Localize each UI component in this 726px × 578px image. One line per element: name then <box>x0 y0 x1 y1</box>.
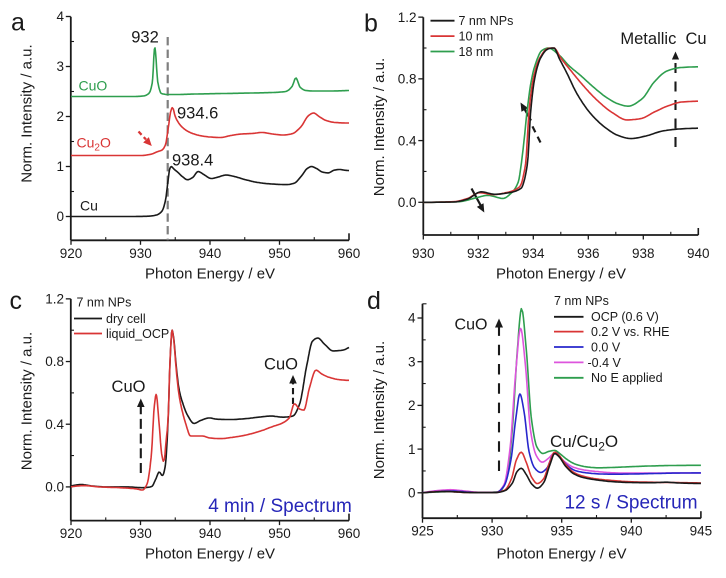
svg-text:938: 938 <box>632 246 655 261</box>
svg-text:Cu: Cu <box>80 198 98 214</box>
svg-text:0.4: 0.4 <box>45 417 64 432</box>
svg-text:4 min / Spectrum: 4 min / Spectrum <box>208 496 352 517</box>
svg-text:920: 920 <box>60 526 83 541</box>
svg-text:Photon Energy / eV: Photon Energy / eV <box>496 546 626 563</box>
svg-text:960: 960 <box>338 526 361 541</box>
svg-text:930: 930 <box>129 246 152 261</box>
svg-text:0.2 V vs. RHE: 0.2 V vs. RHE <box>591 325 670 339</box>
svg-text:932: 932 <box>131 29 159 47</box>
svg-text:Metallic Cu: Metallic Cu <box>620 30 706 48</box>
svg-text:-0.4 V: -0.4 V <box>588 356 622 370</box>
svg-text:940: 940 <box>620 524 643 539</box>
svg-text:0.0: 0.0 <box>398 195 417 210</box>
svg-text:dry cell: dry cell <box>106 312 146 326</box>
svg-text:940: 940 <box>199 526 222 541</box>
svg-text:7 nm NPs: 7 nm NPs <box>77 296 132 310</box>
svg-text:1: 1 <box>408 442 416 457</box>
svg-text:930: 930 <box>481 524 504 539</box>
svg-text:Norm. Intensity / a.u.: Norm. Intensity / a.u. <box>19 44 36 182</box>
svg-text:920: 920 <box>60 246 83 261</box>
svg-text:b: b <box>364 9 378 37</box>
svg-text:932: 932 <box>467 246 490 261</box>
svg-text:938.4: 938.4 <box>172 152 213 170</box>
svg-text:Norm. Intensity / a.u.: Norm. Intensity / a.u. <box>371 341 388 479</box>
svg-text:0.4: 0.4 <box>398 133 417 148</box>
svg-text:0.8: 0.8 <box>45 354 64 369</box>
svg-text:CuO: CuO <box>455 317 488 334</box>
svg-text:7 nm NPs: 7 nm NPs <box>459 14 514 28</box>
svg-text:934: 934 <box>522 246 545 261</box>
svg-text:Photon Energy / eV: Photon Energy / eV <box>145 266 275 283</box>
svg-text:950: 950 <box>268 526 291 541</box>
svg-text:OCP (0.6 V): OCP (0.6 V) <box>591 310 659 324</box>
svg-text:7 nm NPs: 7 nm NPs <box>554 294 609 308</box>
svg-text:1.2: 1.2 <box>45 292 64 307</box>
svg-text:No E applied: No E applied <box>591 371 663 385</box>
svg-text:d: d <box>367 287 381 315</box>
svg-text:CuO: CuO <box>264 356 298 374</box>
svg-text:934.6: 934.6 <box>177 105 218 123</box>
svg-text:930: 930 <box>412 246 435 261</box>
svg-text:940: 940 <box>199 246 222 261</box>
svg-text:0: 0 <box>408 486 416 501</box>
svg-text:0: 0 <box>56 209 64 224</box>
svg-text:0.8: 0.8 <box>398 72 417 87</box>
svg-text:0.0: 0.0 <box>45 480 64 495</box>
svg-text:c: c <box>10 287 23 315</box>
svg-text:CuO: CuO <box>112 378 146 396</box>
svg-text:960: 960 <box>338 246 361 261</box>
svg-text:940: 940 <box>687 246 710 261</box>
svg-text:Cu/Cu2O: Cu/Cu2O <box>550 432 618 454</box>
svg-text:925: 925 <box>411 524 434 539</box>
svg-text:2: 2 <box>408 398 416 413</box>
svg-text:3: 3 <box>56 59 64 74</box>
svg-text:liquid_OCP: liquid_OCP <box>106 327 169 341</box>
svg-text:12 s / Spectrum: 12 s / Spectrum <box>564 493 697 514</box>
svg-text:945: 945 <box>690 524 713 539</box>
svg-text:0.0 V: 0.0 V <box>591 340 621 354</box>
svg-text:10 nm: 10 nm <box>459 30 494 44</box>
svg-text:a: a <box>11 9 25 37</box>
svg-text:4: 4 <box>56 9 64 24</box>
svg-text:950: 950 <box>268 246 291 261</box>
svg-text:18 nm: 18 nm <box>459 45 494 59</box>
svg-text:935: 935 <box>550 524 573 539</box>
svg-text:3: 3 <box>408 354 416 369</box>
svg-text:Norm. Intensity / a.u.: Norm. Intensity / a.u. <box>19 332 36 470</box>
svg-text:2: 2 <box>56 109 64 124</box>
svg-text:1: 1 <box>56 159 64 174</box>
svg-text:4: 4 <box>408 311 416 326</box>
svg-text:Photon Energy / eV: Photon Energy / eV <box>145 546 275 563</box>
svg-text:1.2: 1.2 <box>398 10 417 25</box>
svg-text:Photon Energy / eV: Photon Energy / eV <box>496 266 626 283</box>
svg-text:CuO: CuO <box>79 78 108 94</box>
svg-text:930: 930 <box>129 526 152 541</box>
svg-text:Norm. Intensity / a.u.: Norm. Intensity / a.u. <box>371 58 388 196</box>
svg-text:936: 936 <box>577 246 600 261</box>
svg-text:Cu2O: Cu2O <box>77 135 111 154</box>
